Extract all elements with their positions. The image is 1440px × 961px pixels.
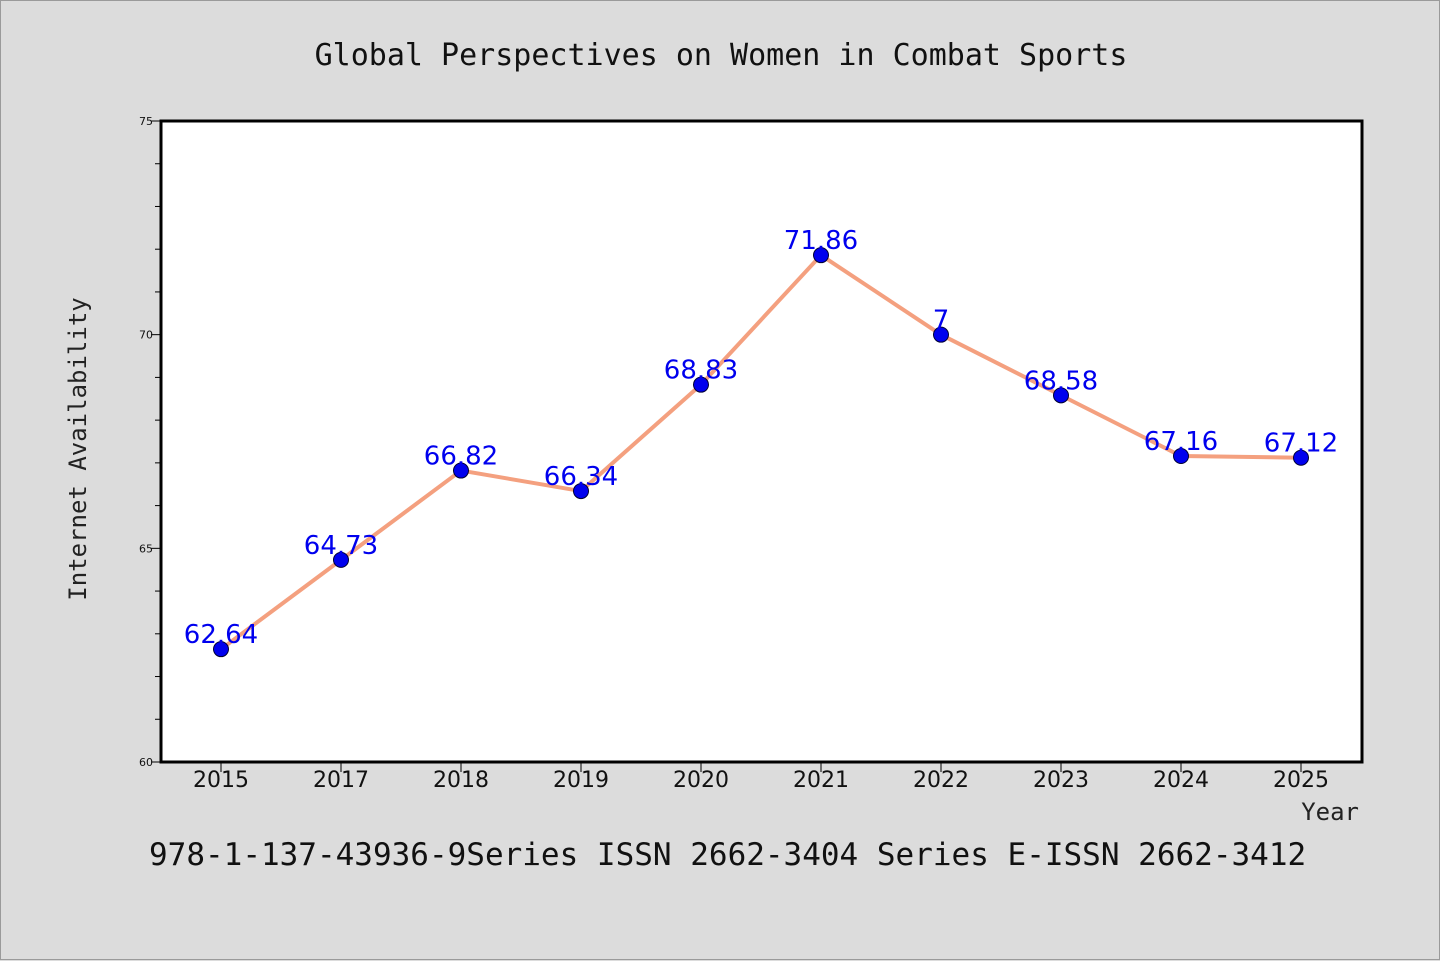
data-point [1053,387,1069,404]
data-label: 71.86 [784,226,858,256]
data-point [333,551,349,568]
x-tick-label: 2025 [1273,768,1329,793]
y-tick-label: 65 [139,542,153,555]
chart-title: Global Perspectives on Women in Combat S… [315,38,1128,73]
x-tick-label: 2020 [673,768,729,793]
x-tick-label: 2024 [1153,768,1209,793]
data-label: 67.12 [1264,429,1338,459]
x-tick-label: 2022 [913,768,969,793]
y-axis: 60 65 70 75 [139,115,161,769]
data-label-layer: 62.64 64.73 66.82 66.34 68.83 71.86 7 68.58 67.1… [184,226,1338,650]
data-label: 68.58 [1024,366,1098,396]
y-tick-label: 60 [139,756,153,769]
x-tick-label: 2021 [793,768,849,793]
y-tick-label: 75 [139,115,153,128]
data-point [933,326,949,343]
x-axis: 2015 2017 2018 2019 2020 2021 2022 2023 2024 2025 [193,762,1329,793]
x-tick-label: 2019 [553,768,609,793]
data-label: 64.73 [304,531,378,561]
data-label: 68.83 [664,356,738,386]
data-point [453,462,469,479]
series-line [219,253,1302,651]
data-label: 67.16 [1144,427,1218,457]
x-tick-label: 2017 [313,768,369,793]
data-point [813,247,829,264]
data-point [1173,448,1189,465]
footer-identifiers: 978-1-137-43936-9Series ISSN 2662-3404 S… [149,837,1306,873]
series-layer [213,247,1309,658]
data-label: 62.64 [184,620,258,650]
plot-area [159,119,1364,764]
data-point [693,376,709,393]
data-point [213,641,229,658]
y-tick-label: 70 [139,329,153,342]
data-label: 7 [933,306,950,336]
x-tick-label: 2015 [193,768,249,793]
data-label: 66.82 [424,442,498,472]
data-label: 66.34 [544,462,618,492]
x-tick-label: 2023 [1033,768,1089,793]
data-point [1293,449,1309,466]
x-tick-label: 2018 [433,768,489,793]
x-axis-label: Year [1301,798,1359,826]
y-axis-label: Internet Availability [64,297,92,600]
data-point [573,483,589,500]
